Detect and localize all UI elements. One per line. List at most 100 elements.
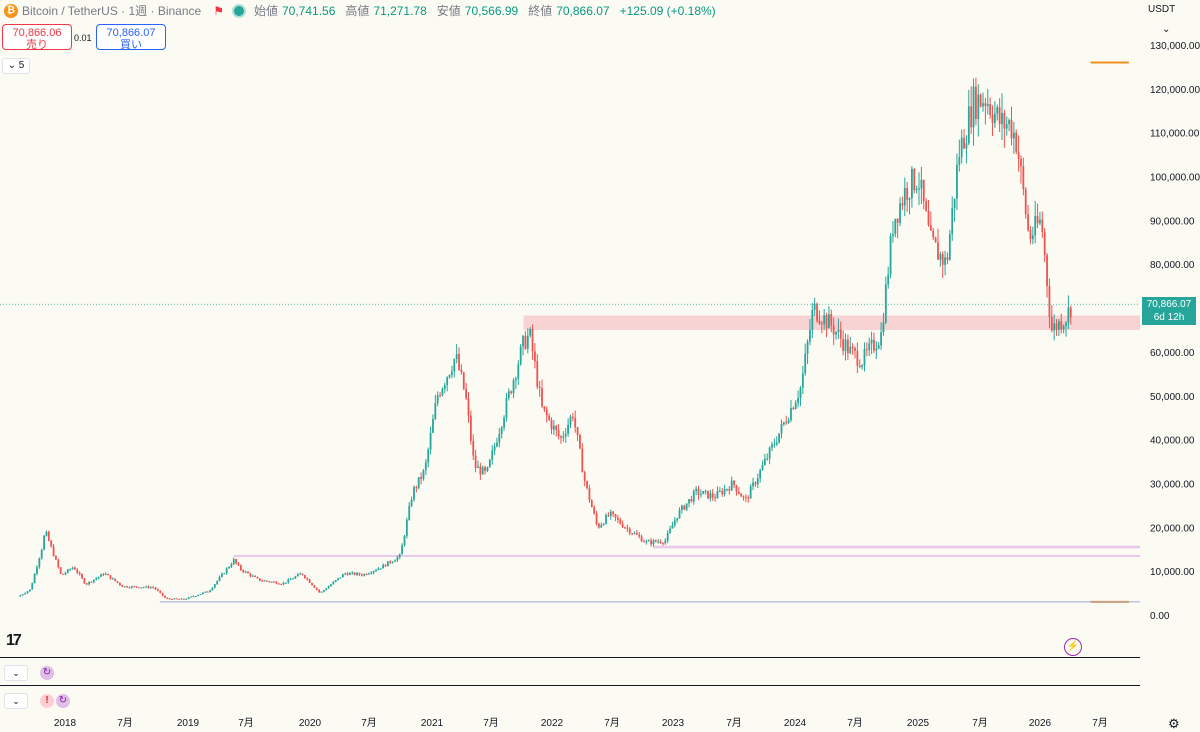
x-tick-label: 7月	[1092, 717, 1108, 729]
pane-collapse-button[interactable]: ⌄	[4, 665, 28, 681]
candle-body	[875, 348, 878, 351]
candle-body	[517, 364, 520, 379]
candle-body	[1024, 189, 1027, 215]
candle-body	[785, 422, 788, 424]
candle-body	[595, 513, 598, 524]
candle-body	[835, 331, 837, 335]
candle-body	[107, 573, 110, 576]
bitcoin-icon: ₿	[4, 3, 18, 18]
pane-separator[interactable]	[0, 657, 1140, 658]
candle-body	[1010, 119, 1013, 139]
y-tick-label: 10,000.00	[1150, 567, 1195, 578]
warning-icon[interactable]: !	[40, 694, 54, 708]
flag-icon[interactable]: ⚑	[213, 3, 224, 18]
candle-body	[408, 505, 411, 520]
candle-body	[825, 315, 828, 329]
candle-body	[31, 583, 34, 590]
candle-body	[676, 518, 679, 521]
candle-body	[85, 583, 88, 585]
candle-body	[443, 385, 446, 389]
candle-body	[55, 556, 57, 560]
candle-body	[896, 218, 899, 223]
y-tick-label: 120,000.00	[1150, 85, 1200, 96]
candle-body	[998, 107, 1001, 125]
sell-button[interactable]: 70,866.06 売り	[2, 24, 72, 51]
pane-separator[interactable]	[0, 685, 1140, 686]
candle-body	[467, 398, 470, 416]
candle-body	[441, 388, 444, 396]
candle-body	[991, 115, 994, 124]
candle-body	[36, 567, 38, 574]
candle-body	[500, 427, 503, 434]
candle-body	[379, 568, 382, 570]
candle-body	[97, 576, 100, 579]
candle-body	[100, 574, 102, 577]
candle-body	[1005, 124, 1008, 129]
candle-body	[711, 493, 714, 498]
y-tick-label: 80,000.00	[1150, 260, 1195, 271]
candle-body	[446, 377, 449, 386]
x-tick-label: 7月	[604, 717, 620, 729]
candle-body	[40, 549, 43, 559]
candle-body	[282, 582, 285, 585]
lightning-icon[interactable]: ⚡	[1064, 638, 1082, 656]
candle-body	[138, 587, 140, 589]
candle-body	[832, 325, 835, 335]
symbol-title[interactable]: Bitcoin / TetherUS · 1週 · Binance	[22, 4, 202, 18]
spread-value: 0.01	[74, 33, 92, 43]
candle-body	[147, 586, 150, 588]
candle-body	[180, 598, 183, 600]
candle-body	[88, 581, 91, 585]
candle-body	[76, 569, 79, 573]
candle-body	[353, 572, 356, 575]
candle-body	[526, 335, 529, 349]
candle-body	[251, 575, 254, 577]
candle-body	[937, 242, 939, 260]
candle-body	[643, 541, 645, 543]
candle-body	[782, 422, 785, 425]
sync-icon[interactable]: ↻	[56, 694, 70, 708]
candle-body	[415, 487, 418, 489]
candle-body	[287, 579, 290, 583]
candle-body	[59, 567, 62, 574]
settings-icon[interactable]: ⚙	[1168, 716, 1180, 731]
candle-body	[773, 444, 776, 446]
candle-body	[1008, 119, 1011, 125]
candle-body	[877, 345, 880, 349]
candle-body	[996, 107, 999, 114]
candle-body	[1046, 255, 1048, 287]
candle-body	[218, 576, 221, 581]
y-tick-label: 0.00	[1150, 611, 1170, 622]
candle-body	[299, 573, 302, 575]
candle-body	[1060, 321, 1063, 330]
candle-body	[401, 545, 404, 555]
candle-body	[531, 329, 534, 352]
candle-body	[199, 594, 202, 596]
candle-body	[887, 274, 890, 285]
pane-collapse-button[interactable]: ⌄	[4, 693, 28, 709]
candle-body	[330, 584, 332, 587]
indicators-count: 5	[18, 60, 25, 71]
candle-body	[346, 573, 349, 575]
candle-body	[168, 598, 171, 600]
sync-icon[interactable]: ↻	[40, 666, 54, 680]
currency-select[interactable]: USDT ⌄	[1140, 0, 1200, 35]
tradingview-logo[interactable]: 17	[6, 632, 22, 649]
candle-body	[830, 314, 833, 326]
candle-body	[375, 570, 377, 572]
candle-body	[247, 571, 249, 574]
candle-body	[239, 565, 242, 571]
candle-body	[95, 578, 98, 580]
candle-body	[564, 433, 567, 437]
buy-button[interactable]: 70,866.07 買い	[96, 24, 166, 51]
candle-body	[484, 467, 487, 471]
candle-body	[787, 420, 790, 423]
candle-body	[429, 432, 432, 450]
candle-body	[735, 485, 738, 492]
candle-body	[173, 598, 176, 600]
candle-body	[631, 533, 634, 535]
candle-body	[851, 346, 854, 349]
indicators-collapse-button[interactable]: ⌄ 5	[2, 58, 30, 74]
candle-body	[277, 583, 280, 585]
